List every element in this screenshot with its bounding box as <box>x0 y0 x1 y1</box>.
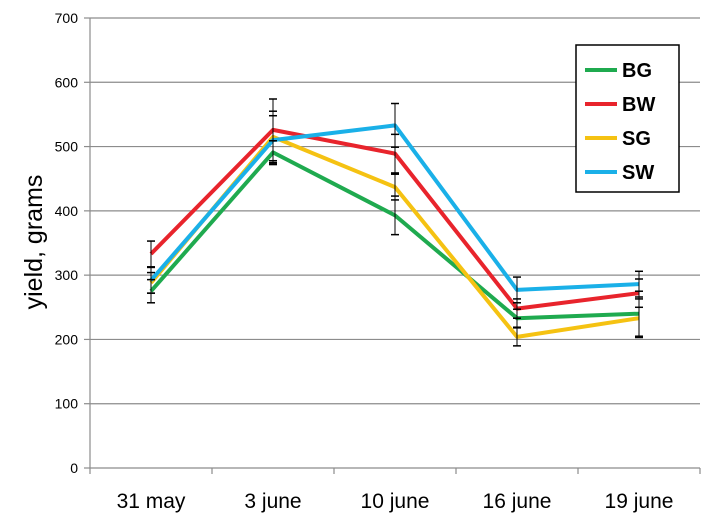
x-axis-ticks: 31 may 3 june 10 june 16 june 19 june <box>89 468 701 513</box>
y-tick-label: 500 <box>55 139 79 155</box>
y-tick-label: 200 <box>55 331 79 347</box>
x-tick-label: 16 june <box>483 490 552 513</box>
legend: BG BW SG SW <box>575 44 680 193</box>
y-tick-label: 600 <box>55 74 79 90</box>
y-tick-label: 400 <box>55 203 79 219</box>
legend-label-sw: SW <box>622 162 654 184</box>
y-tick-label: 700 <box>55 10 79 26</box>
axes <box>89 18 700 469</box>
error-bars <box>147 98 643 347</box>
y-axis-ticks: 0 100 200 300 400 500 600 700 <box>55 10 90 476</box>
legend-label-sg: SG <box>622 128 651 150</box>
y-axis-label: yield, grams <box>20 175 48 310</box>
x-tick-label: 19 june <box>605 490 674 513</box>
legend-label-bg: BG <box>622 60 652 82</box>
x-tick-label: 10 june <box>361 490 430 513</box>
y-tick-label: 300 <box>55 267 79 283</box>
legend-label-bw: BW <box>622 94 655 116</box>
x-tick-label: 31 may <box>117 490 186 513</box>
y-tick-label: 100 <box>55 396 79 412</box>
x-tick-label: 3 june <box>244 490 301 513</box>
y-tick-label: 0 <box>70 460 78 476</box>
